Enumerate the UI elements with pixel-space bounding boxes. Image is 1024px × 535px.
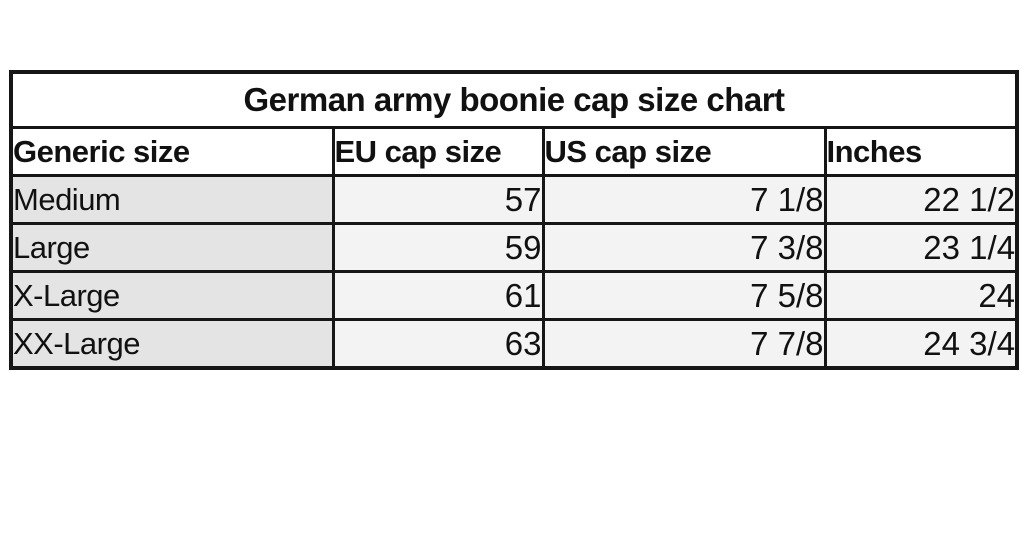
cell-eu-cap-size: 61 [331, 270, 545, 321]
table-row: X-Large 61 7 5/8 24 [9, 270, 1019, 321]
cell-generic-size: Large [9, 222, 335, 273]
column-header-inches: Inches [823, 126, 1019, 177]
table-title: German army boonie cap size chart [9, 70, 1019, 129]
table-row: XX-Large 63 7 7/8 24 3/4 [9, 318, 1019, 370]
table-row: Large 59 7 3/8 23 1/4 [9, 222, 1019, 273]
cell-us-cap-size: 7 3/8 [541, 222, 827, 273]
column-header-eu-cap-size: EU cap size [331, 126, 545, 177]
size-chart-table: German army boonie cap size chart Generi… [9, 70, 1020, 370]
cell-eu-cap-size: 59 [331, 222, 545, 273]
cell-inches: 24 3/4 [823, 318, 1019, 370]
cell-generic-size: X-Large [9, 270, 335, 321]
table-row: Medium 57 7 1/8 22 1/2 [9, 174, 1019, 225]
cell-us-cap-size: 7 1/8 [541, 174, 827, 225]
column-header-us-cap-size: US cap size [541, 126, 827, 177]
header-row: Generic size EU cap size US cap size Inc… [9, 126, 1019, 177]
column-header-generic-size: Generic size [9, 126, 335, 177]
cell-generic-size: Medium [9, 174, 335, 225]
title-row: German army boonie cap size chart [9, 70, 1019, 129]
cell-us-cap-size: 7 5/8 [541, 270, 827, 321]
cell-eu-cap-size: 57 [331, 174, 545, 225]
cell-inches: 22 1/2 [823, 174, 1019, 225]
cell-inches: 24 [823, 270, 1019, 321]
cell-us-cap-size: 7 7/8 [541, 318, 827, 370]
cell-generic-size: XX-Large [9, 318, 335, 370]
cell-eu-cap-size: 63 [331, 318, 545, 370]
cell-inches: 23 1/4 [823, 222, 1019, 273]
